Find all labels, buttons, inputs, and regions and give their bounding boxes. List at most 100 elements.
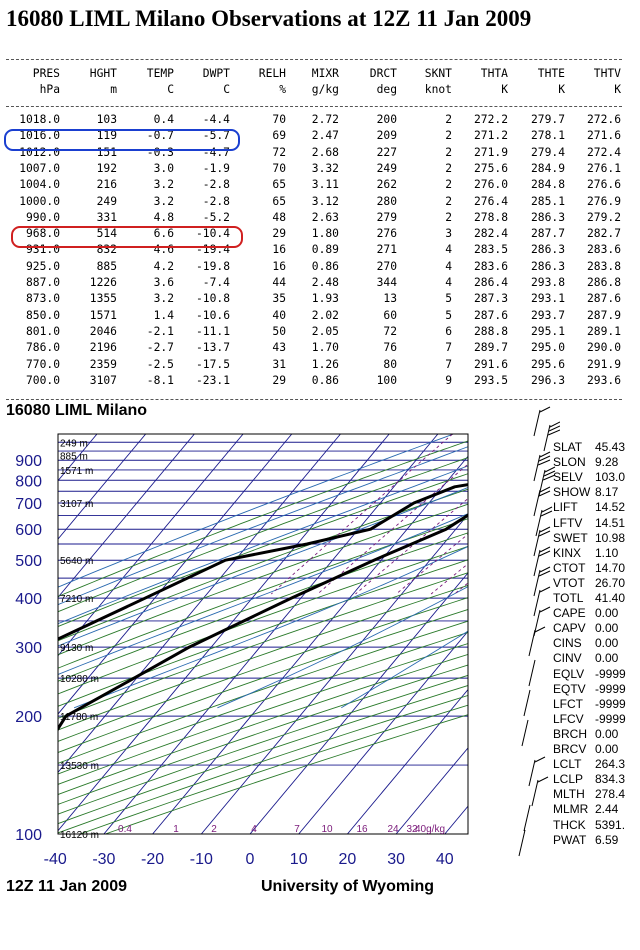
index-key: SLAT xyxy=(553,440,583,454)
index-value: 41.40 xyxy=(595,591,626,605)
table-cell: 13 xyxy=(383,292,397,306)
table-unit-cell: C xyxy=(167,83,174,96)
table-cell: 1226 xyxy=(89,276,117,289)
table-rule-top xyxy=(6,59,622,60)
table-cell: 293.7 xyxy=(530,308,565,322)
table-cell: 700.0 xyxy=(25,373,60,387)
table-cell: 286.8 xyxy=(586,276,621,289)
table-cell: 3.32 xyxy=(311,161,339,175)
table-cell: 2046 xyxy=(89,324,117,338)
table-cell: 4 xyxy=(445,276,452,289)
table-cell: 3.2 xyxy=(153,178,174,192)
wind-barb-staff xyxy=(533,589,541,617)
index-key: SWET xyxy=(553,530,588,545)
table-cell: 29 xyxy=(272,373,286,387)
temperature-trace xyxy=(58,513,468,732)
table-cell: 1.93 xyxy=(311,292,339,306)
table-cell: 3107 xyxy=(89,373,117,387)
table-cell: 65 xyxy=(272,194,286,208)
table-cell: 3.6 xyxy=(153,276,174,289)
index-key: BRCH xyxy=(553,726,588,741)
table-cell: 50 xyxy=(272,324,286,338)
index-row: SELV 103.0 xyxy=(553,470,633,485)
index-value: 264.3 xyxy=(595,757,626,772)
table-cell: 2.68 xyxy=(311,145,339,159)
table-cell: -2.8 xyxy=(202,178,230,192)
isotherm-line xyxy=(152,455,468,834)
index-row: CTOT 14.70 xyxy=(553,561,633,576)
table-cell: 885 xyxy=(96,259,117,273)
wind-barb-flag xyxy=(538,550,551,557)
table-cell: 0.89 xyxy=(311,243,339,257)
table-cell: 2.63 xyxy=(311,210,339,224)
wind-barb-flag xyxy=(534,626,546,633)
height-label: 3107 m xyxy=(60,499,93,510)
table-row: 990.0 331 4.8 -5.2 48 2.63 279 2 278.8 286.3 279.2 xyxy=(0,211,640,227)
table-cell: 331 xyxy=(96,210,117,224)
table-cell: 272.2 xyxy=(473,113,508,126)
table-cell: 216 xyxy=(96,178,117,192)
index-row: SLON 9.28 xyxy=(553,455,633,470)
table-cell: 270 xyxy=(376,259,397,273)
index-row: LCLT 264.3 xyxy=(553,757,633,772)
table-cell: 1.26 xyxy=(311,357,339,371)
table-header-row: PRES HGHT TEMP DWPT RELH MIXR DRCT SKNT THTA THTE… xyxy=(0,67,640,83)
table-cell: -0.3 xyxy=(146,145,174,159)
table-cell: 514 xyxy=(96,227,117,241)
wind-barb-flag xyxy=(537,776,549,783)
table-cell: 2 xyxy=(445,145,452,159)
dry-adiabat-line xyxy=(58,473,468,627)
table-cell: 873.0 xyxy=(25,292,60,306)
dry-adiabat-line xyxy=(58,694,468,834)
wind-barb-staff xyxy=(523,804,531,832)
index-value: -9999 xyxy=(595,666,626,681)
table-cell: 40 xyxy=(272,308,286,322)
index-value: -9999 xyxy=(595,681,626,696)
index-key: CINS xyxy=(553,636,582,651)
moist-adiabat-line xyxy=(58,513,468,675)
table-unit-cell: g/kg xyxy=(311,83,339,96)
mixing-ratio-label: 4 xyxy=(251,824,257,835)
footer-source: University of Wyoming xyxy=(261,878,435,895)
table-cell: 276.1 xyxy=(586,161,621,175)
index-value: 0.00 xyxy=(595,621,619,636)
wind-barb-flag xyxy=(538,490,551,497)
index-key: LIFT xyxy=(553,500,578,515)
table-row: 850.0 1571 1.4 -10.6 40 2.02 60 5 287.6 293.7 287.… xyxy=(0,309,640,325)
table-cell: 100 xyxy=(376,373,397,387)
mixing-ratio-label: 2 xyxy=(211,824,217,835)
table-cell: 119 xyxy=(96,129,117,143)
table-cell: 29 xyxy=(272,227,286,241)
height-label: 9130 m xyxy=(60,643,93,654)
table-cell: 287.6 xyxy=(473,308,508,322)
table-row: 968.0 514 6.6 -10.4 29 1.80 276 3 282.4 287.7 282.… xyxy=(0,227,640,243)
table-cell: 70 xyxy=(272,161,286,175)
wind-barb-flag xyxy=(543,470,556,477)
dry-adiabat-line xyxy=(58,457,468,613)
table-cell: 0.86 xyxy=(311,259,339,273)
table-cell: 293.1 xyxy=(530,292,565,306)
index-key: SELV xyxy=(553,470,583,485)
table-cell: 291.6 xyxy=(473,357,508,371)
table-cell: 35 xyxy=(272,292,286,306)
moist-adiabat-line xyxy=(58,446,468,606)
dry-adiabat-line xyxy=(58,608,468,753)
index-value: 103.0 xyxy=(595,470,626,485)
table-cell: 279 xyxy=(376,210,397,224)
table-cell: 31 xyxy=(272,357,286,371)
table-header-cell: DWPT xyxy=(202,67,230,80)
temperature-label: 20 xyxy=(339,851,357,868)
moist-adiabat-line xyxy=(217,586,468,709)
table-cell: 280 xyxy=(376,194,397,208)
index-row: CAPV 0.00 xyxy=(553,621,633,636)
index-value: 10.98 xyxy=(595,530,626,545)
pressure-label: 600 xyxy=(15,522,42,539)
index-value: 14.70 xyxy=(595,560,626,575)
mixing-ratio-label: 24 xyxy=(387,824,399,835)
wind-barb-flag xyxy=(548,429,560,436)
table-row: 1004.0 216 3.2 -2.8 65 3.11 262 2 276.0 284.8 276.… xyxy=(0,178,640,194)
table-cell: 275.6 xyxy=(473,161,508,175)
table-cell: 295.1 xyxy=(530,324,565,338)
table-cell: 9 xyxy=(445,373,452,387)
